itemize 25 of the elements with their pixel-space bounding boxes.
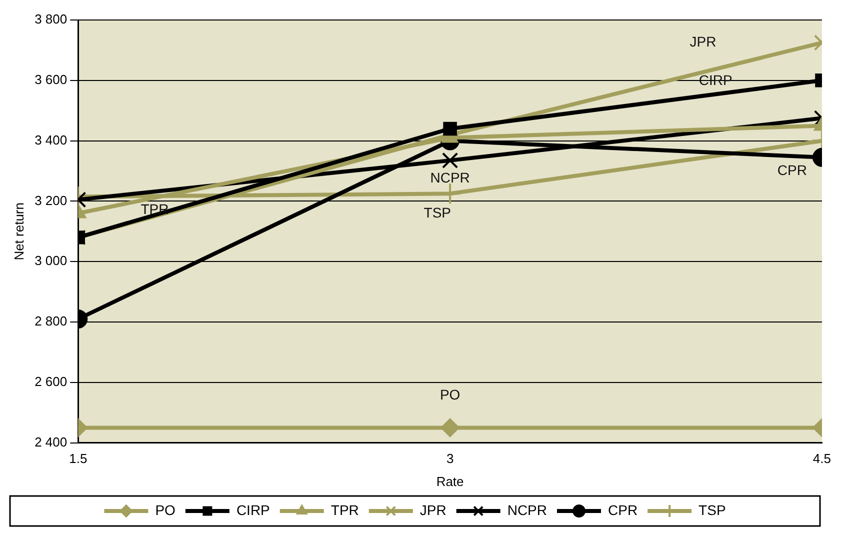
y-tick-label: 3 400	[34, 132, 68, 148]
y-tick-label: 3 200	[34, 192, 68, 208]
x-axis-title: Rate	[436, 474, 464, 489]
y-tick-label: 3 600	[34, 72, 68, 87]
legend-label: PO	[155, 502, 176, 518]
annotation: NCPR	[430, 169, 470, 186]
legend-label: NCPR	[507, 502, 548, 518]
y-tick-label: 2 600	[34, 374, 68, 389]
annotation: TSP	[424, 204, 452, 220]
y-tick-label: 2 800	[34, 314, 68, 329]
legend-label: TPR	[330, 502, 359, 518]
annotation: CPR	[777, 162, 807, 178]
y-axis-title: Net return	[11, 202, 26, 260]
y-tick-label: 2 400	[34, 434, 68, 450]
annotation: PO	[440, 386, 460, 403]
x-tick-label: 3	[446, 451, 454, 466]
legend-label: JPR	[420, 502, 446, 518]
x-tick-label: 4.5	[812, 451, 832, 466]
y-tick-label: 3 000	[34, 253, 68, 268]
x-tick-label: 1.5	[69, 451, 88, 466]
y-tick-label: 3 800	[34, 12, 68, 27]
legend-label: CIRP	[236, 502, 270, 518]
legend-label: TSP	[698, 502, 726, 518]
legend-label: CPR	[608, 502, 638, 518]
annotation: JPR	[690, 34, 716, 50]
